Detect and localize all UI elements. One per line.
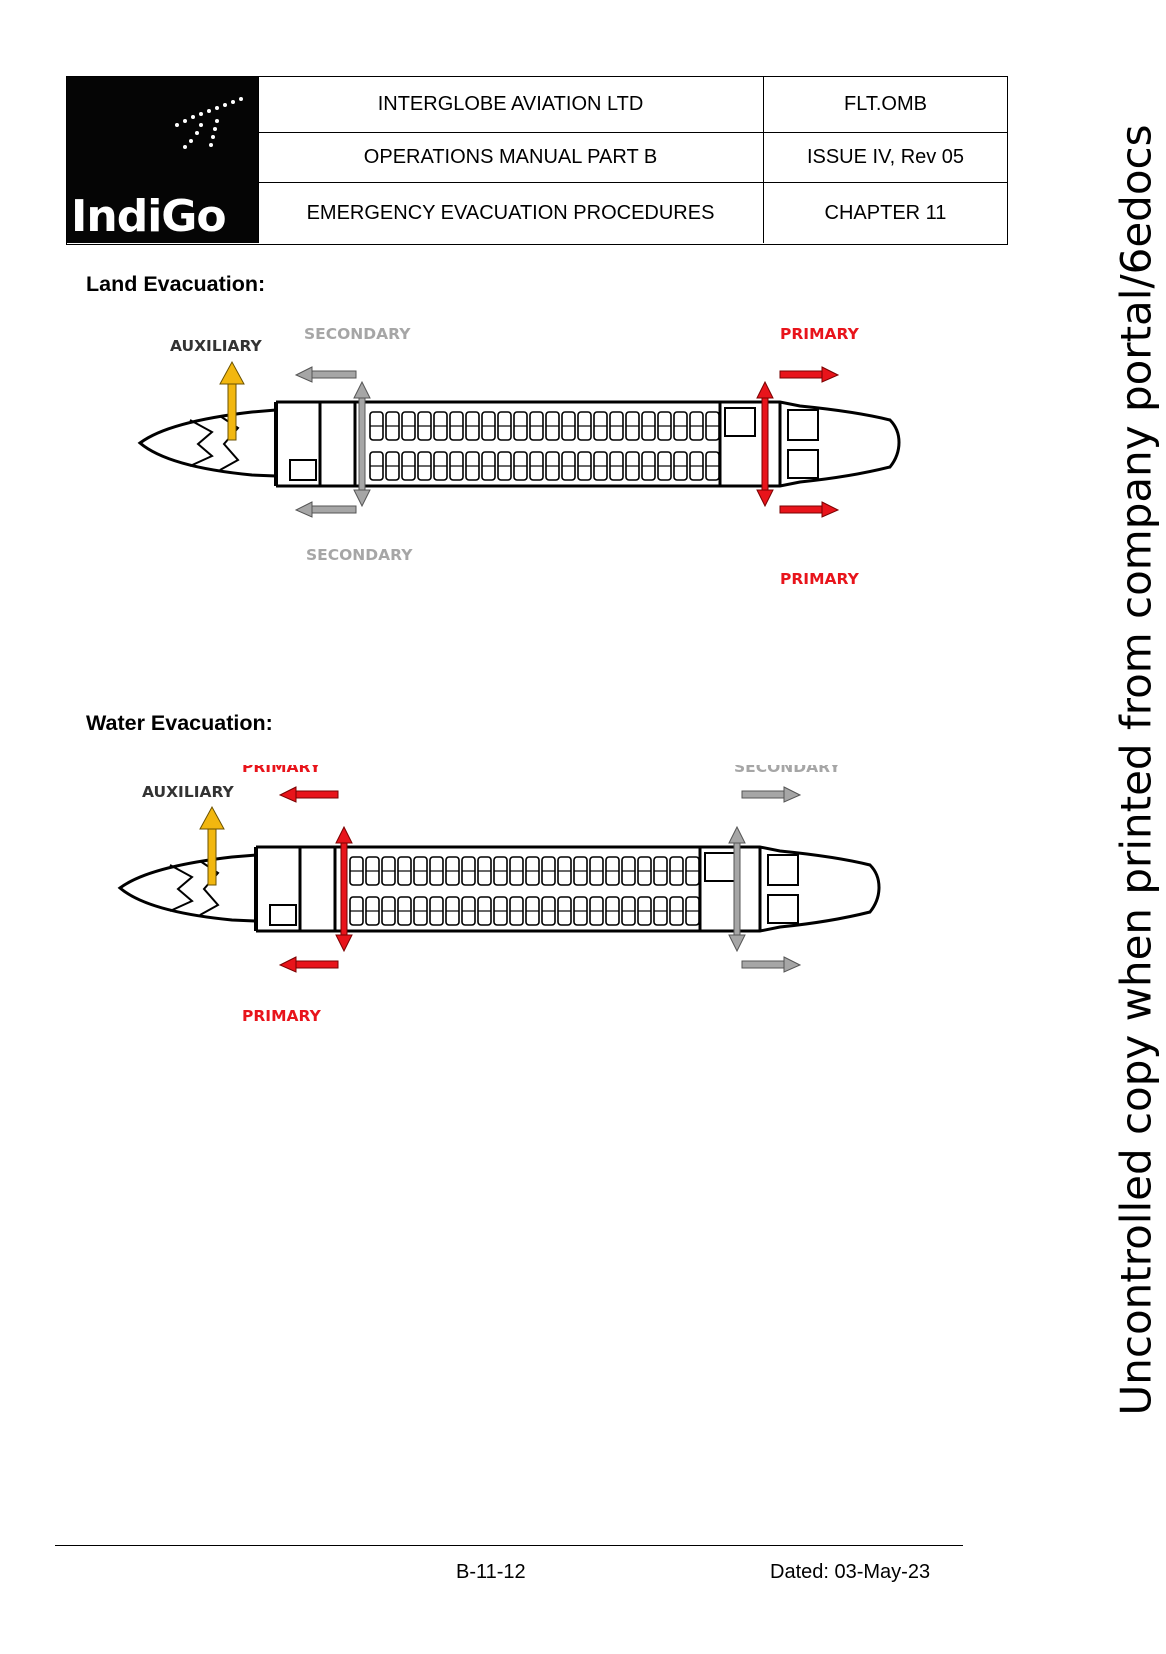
- secondary-bottom-label: SECONDARY: [306, 546, 413, 564]
- primary-exit-vertical-arrow: [756, 380, 774, 508]
- manual-title: OPERATIONS MANUAL PART B: [258, 133, 764, 182]
- secondary-exit-vertical-arrow: [728, 825, 746, 953]
- secondary-bottom-arrow: [741, 956, 802, 973]
- secondary-top-label: SECONDARY: [304, 325, 411, 343]
- seat-rows: [369, 411, 720, 481]
- uncontrolled-copy-watermark: Uncontrolled copy when printed from comp…: [1111, 124, 1161, 1416]
- company-name: INTERGLOBE AVIATION LTD: [258, 77, 764, 132]
- auxiliary-label: AUXILIARY: [170, 337, 263, 355]
- primary-bottom-arrow: [779, 501, 840, 518]
- chapter-title: EMERGENCY EVACUATION PROCEDURES: [258, 183, 764, 243]
- seat-rows: [349, 856, 700, 926]
- aircraft-outline: [117, 845, 881, 933]
- primary-bottom-arrow: [278, 956, 339, 973]
- document-date: Dated: 03-May-23: [770, 1561, 931, 1583]
- land-evacuation-diagram: AUXILIARY SECONDARY SECONDARY PRIMARY PR…: [137, 325, 901, 588]
- secondary-bottom-arrow: [294, 501, 357, 518]
- primary-bottom-label: PRIMARY: [242, 1007, 322, 1025]
- secondary-exit-vertical-arrow: [353, 380, 371, 508]
- primary-top-label: PRIMARY: [780, 325, 860, 343]
- issue-revision: ISSUE IV, Rev 05: [806, 146, 965, 168]
- water-evacuation-title: Water Evacuation:: [86, 711, 273, 735]
- secondary-top-arrow: [741, 786, 802, 803]
- secondary-top-label: SECONDARY: [734, 765, 841, 776]
- primary-bottom-label: PRIMARY: [780, 570, 860, 588]
- aircraft-outline: [137, 400, 901, 488]
- indigo-logo: IndiGo: [67, 77, 259, 243]
- primary-top-label: PRIMARY: [242, 765, 322, 776]
- plane-dots-icon: [175, 97, 243, 149]
- manual-code: FLT.OMB: [844, 93, 927, 115]
- document-header: IndiGo INTERGLOBE AVIATION LTD FLT.OMB O…: [66, 76, 1008, 245]
- water-evacuation-diagram: AUXILIARY PRIMARY PRIMARY SECONDARY: [117, 765, 881, 1025]
- logo-wordmark: IndiGo: [71, 191, 227, 242]
- footer-divider: [55, 1545, 963, 1546]
- auxiliary-arrow: [219, 360, 245, 441]
- header-row-manual: OPERATIONS MANUAL PART B ISSUE IV, Rev 0…: [258, 133, 1007, 183]
- land-evacuation-title: Land Evacuation:: [86, 272, 266, 296]
- primary-exit-vertical-arrow: [335, 825, 353, 953]
- header-row-chapter: EMERGENCY EVACUATION PROCEDURES CHAPTER …: [258, 183, 1007, 243]
- page-number: B-11-12: [456, 1561, 526, 1583]
- auxiliary-arrow: [199, 805, 225, 886]
- header-row-company: INTERGLOBE AVIATION LTD FLT.OMB: [258, 77, 1007, 133]
- auxiliary-label: AUXILIARY: [142, 783, 235, 801]
- primary-top-arrow: [278, 786, 339, 803]
- chapter-number: CHAPTER 11: [824, 201, 947, 224]
- primary-top-arrow: [779, 366, 840, 383]
- secondary-top-arrow: [294, 366, 357, 383]
